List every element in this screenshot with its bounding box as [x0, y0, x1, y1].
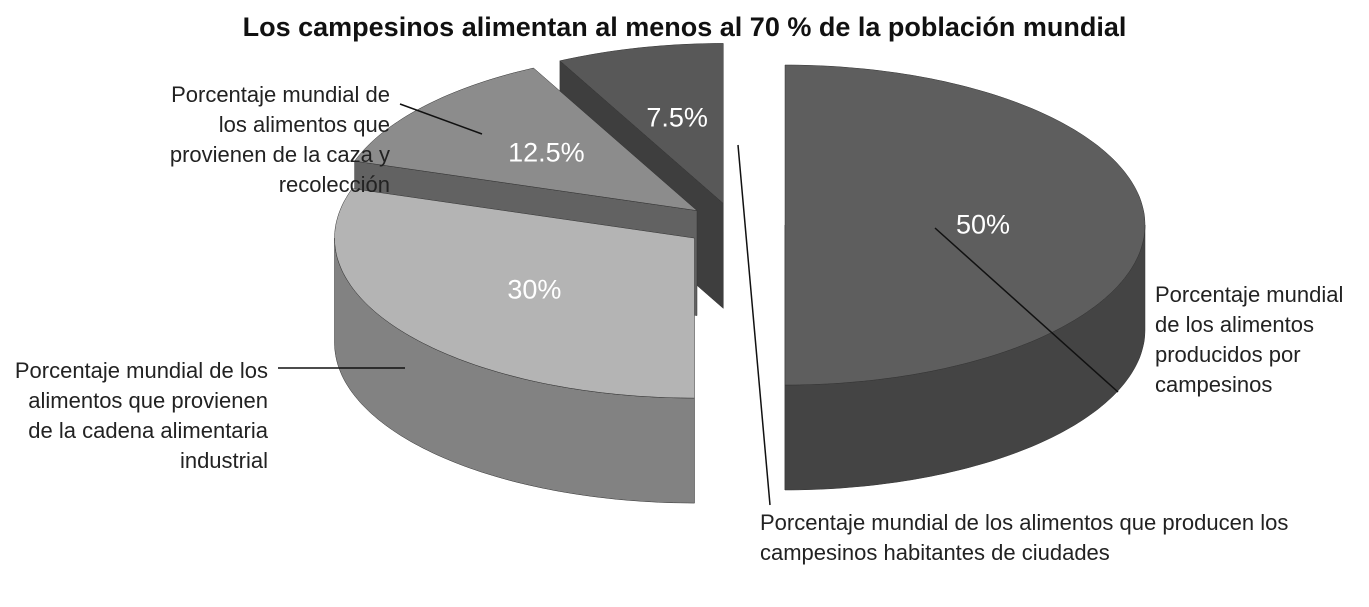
value-label: 50% — [955, 209, 1011, 240]
value-label: 30% — [507, 274, 562, 305]
slice-top — [559, 43, 724, 204]
chart-title: Los campesinos alimentan al menos al 70 … — [242, 12, 1127, 42]
category-label: Porcentaje mundial de los alimentos que … — [14, 358, 268, 473]
slice-top — [354, 67, 698, 211]
value-label: 7.5% — [646, 102, 708, 133]
slice-top — [784, 64, 1146, 386]
slice-top — [334, 188, 695, 399]
leader-line — [737, 144, 771, 506]
category-label: Porcentaje mundial de los alimentos prod… — [1155, 282, 1344, 397]
value-label: 12.5% — [508, 137, 585, 168]
category-label: Porcentaje mundial de los alimentos que … — [169, 82, 390, 197]
leader-lines — [278, 103, 1119, 506]
category-label: Porcentaje mundial de los alimentos que … — [760, 510, 1289, 565]
leader-line — [399, 103, 483, 135]
leader-line — [934, 227, 1119, 393]
